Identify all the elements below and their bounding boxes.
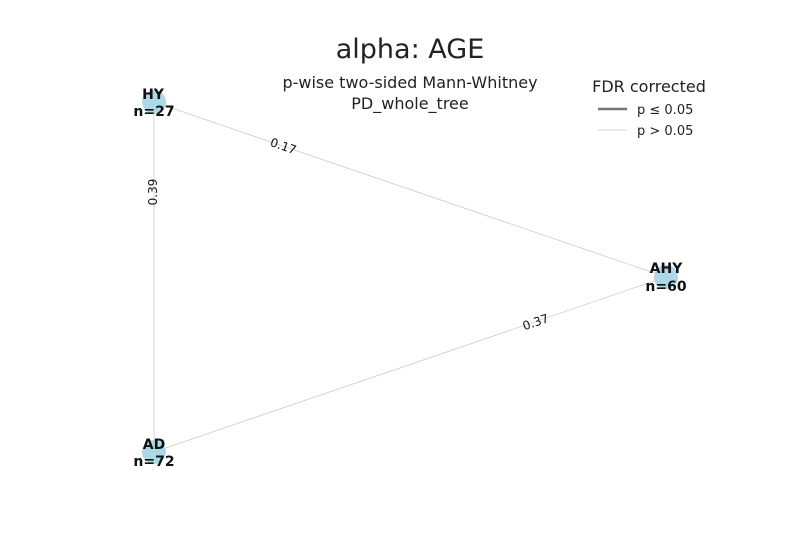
node-marker-ahy (654, 265, 678, 289)
legend: FDR corrected p ≤ 0.05 p > 0.05 (592, 77, 706, 139)
legend-label-significant: p ≤ 0.05 (637, 103, 693, 118)
edge-label-ad-ahy: 0.37 (521, 311, 551, 333)
node-count-ahy: n=60 (645, 279, 686, 295)
node-name-hy: HY (142, 87, 165, 103)
node-count-hy: n=27 (133, 104, 174, 120)
edges (153, 101, 667, 453)
node-name-ahy: AHY (650, 261, 684, 277)
node-name-ad: AD (143, 437, 165, 453)
node-count-ad: n=72 (133, 454, 174, 470)
edge-labels: 0.17 0.39 0.37 (146, 135, 551, 333)
chart-subtitle-line2: PD_whole_tree (351, 94, 468, 114)
edge-hy-ahy (153, 101, 667, 278)
node-marker-ad (142, 440, 166, 464)
edge-label-hy-ahy: 0.17 (268, 135, 298, 157)
chart-title: alpha: AGE (336, 34, 485, 65)
node-ahy: AHY n=60 (645, 261, 686, 295)
node-ad: AD n=72 (133, 437, 174, 470)
nodes: HY n=27 AHY n=60 AD n=72 (133, 87, 686, 470)
edge-ad-ahy (153, 276, 667, 453)
edge-label-hy-ad: 0.39 (146, 179, 160, 206)
legend-label-nonsignificant: p > 0.05 (637, 124, 693, 139)
chart-subtitle-line1: p-wise two-sided Mann-Whitney (282, 73, 537, 92)
node-hy: HY n=27 (133, 87, 174, 120)
node-marker-hy (142, 90, 166, 114)
legend-title: FDR corrected (592, 77, 706, 96)
